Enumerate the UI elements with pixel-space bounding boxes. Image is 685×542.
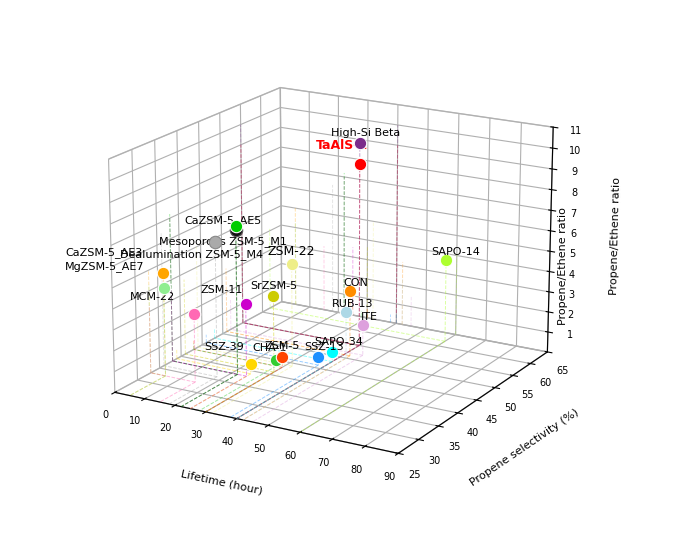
Text: Propene/Ethene ratio: Propene/Ethene ratio — [558, 207, 568, 325]
Y-axis label: Propene selectivity (%): Propene selectivity (%) — [468, 408, 580, 488]
X-axis label: Lifetime (hour): Lifetime (hour) — [179, 469, 263, 496]
